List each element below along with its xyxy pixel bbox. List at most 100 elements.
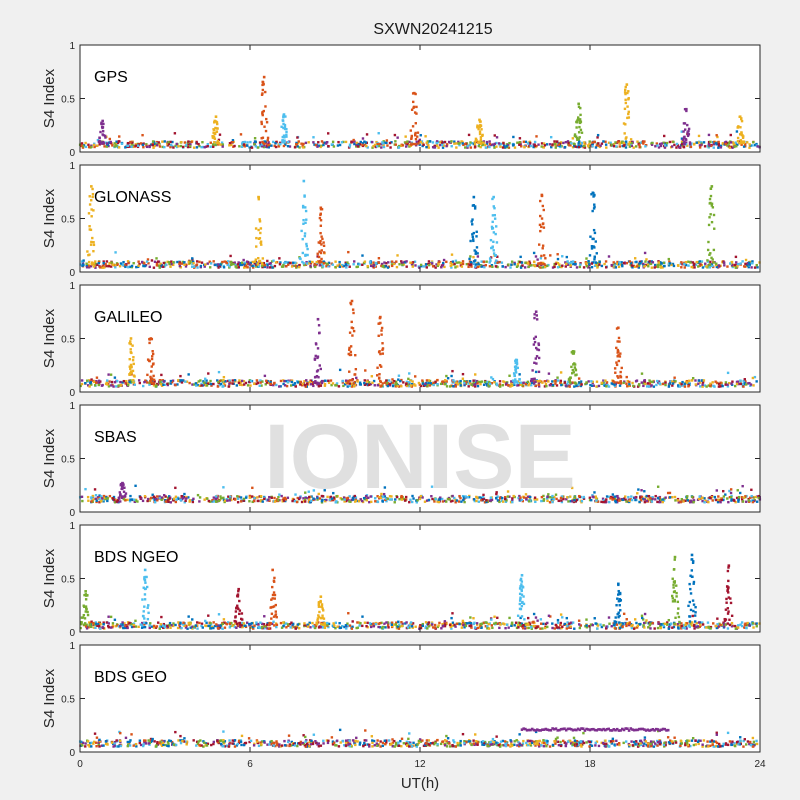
- scatter-point: [728, 495, 732, 499]
- scatter-point: [748, 263, 752, 266]
- scatter-point: [304, 385, 307, 388]
- scatter-point: [153, 500, 157, 504]
- scatter-point: [728, 489, 731, 493]
- scatter-point: [302, 222, 305, 225]
- scatter-point: [241, 383, 244, 387]
- scatter-point: [567, 141, 570, 145]
- scatter-point: [656, 500, 659, 504]
- scatter-point: [667, 618, 671, 622]
- scatter-point: [411, 494, 414, 498]
- scatter-point: [345, 627, 348, 630]
- scatter-point: [463, 381, 466, 385]
- scatter-point: [152, 362, 155, 365]
- scatter-point: [183, 501, 186, 504]
- scatter-point: [293, 382, 296, 385]
- scatter-point: [154, 626, 158, 629]
- scatter-point: [494, 232, 497, 236]
- scatter-point: [317, 621, 320, 624]
- scatter-point: [686, 134, 690, 138]
- scatter-point: [80, 495, 84, 498]
- scatter-point: [350, 498, 353, 502]
- scatter-point: [513, 380, 516, 383]
- scatter-point: [749, 383, 753, 386]
- scatter-point: [353, 373, 357, 376]
- scatter-point: [508, 374, 511, 377]
- scatter-point: [431, 262, 434, 265]
- scatter-point: [208, 260, 211, 263]
- scatter-point: [719, 381, 722, 384]
- scatter-point: [327, 264, 330, 268]
- scatter-point: [148, 265, 151, 269]
- scatter-point: [381, 347, 385, 350]
- scatter-point: [113, 376, 117, 379]
- scatter-point: [289, 384, 293, 387]
- scatter-point: [246, 384, 250, 387]
- scatter-point: [473, 385, 477, 388]
- scatter-point: [464, 382, 468, 385]
- scatter-point: [740, 143, 743, 146]
- scatter-point: [415, 499, 418, 502]
- scatter-point: [677, 501, 681, 504]
- scatter-point: [566, 263, 569, 266]
- scatter-point: [212, 136, 216, 139]
- scatter-point: [401, 144, 405, 147]
- scatter-point: [236, 501, 240, 504]
- scatter-point: [539, 214, 542, 218]
- scatter-point: [686, 379, 689, 383]
- scatter-point: [152, 495, 156, 498]
- scatter-point: [542, 146, 546, 149]
- scatter-point: [172, 499, 175, 502]
- scatter-point: [261, 113, 264, 117]
- scatter-point: [625, 142, 628, 146]
- scatter-point: [470, 626, 473, 629]
- scatter-point: [255, 379, 259, 382]
- scatter-point: [653, 266, 656, 269]
- scatter-point: [152, 382, 156, 385]
- scatter-point: [211, 134, 214, 138]
- scatter-point: [248, 146, 251, 149]
- scatter-point: [693, 266, 696, 269]
- scatter-point: [431, 626, 435, 629]
- scatter-point: [305, 245, 308, 248]
- scatter-point: [609, 497, 612, 500]
- scatter-point: [462, 496, 466, 499]
- scatter-point: [624, 98, 627, 102]
- scatter-point: [596, 264, 599, 268]
- scatter-point: [262, 75, 266, 79]
- scatter-point: [721, 142, 725, 145]
- scatter-point: [585, 257, 588, 260]
- scatter-point: [542, 494, 545, 498]
- scatter-point: [657, 146, 661, 149]
- scatter-point: [331, 498, 335, 502]
- scatter-point: [534, 500, 537, 504]
- scatter-point: [630, 495, 633, 498]
- scatter-point: [261, 265, 264, 269]
- scatter-point: [352, 311, 355, 315]
- scatter-point: [527, 262, 530, 265]
- scatter-point: [246, 262, 250, 266]
- scatter-point: [697, 379, 701, 382]
- scatter-point: [262, 623, 266, 626]
- scatter-point: [493, 217, 497, 220]
- scatter-point: [175, 145, 179, 149]
- scatter-point: [495, 225, 498, 228]
- scatter-point: [715, 626, 719, 630]
- scatter-point: [318, 264, 321, 267]
- scatter-point: [691, 495, 694, 499]
- scatter-point: [712, 146, 715, 149]
- scatter-point: [681, 138, 685, 141]
- scatter-point: [130, 498, 134, 501]
- scatter-point: [331, 263, 334, 266]
- scatter-point: [228, 142, 232, 145]
- scatter-point: [322, 241, 325, 244]
- scatter-point: [117, 146, 121, 149]
- scatter-point: [86, 250, 89, 253]
- scatter-point: [150, 365, 153, 368]
- scatter-point: [280, 265, 284, 268]
- scatter-point: [598, 263, 601, 266]
- scatter-point: [127, 265, 130, 269]
- scatter-point: [753, 375, 757, 379]
- scatter-point: [255, 245, 258, 248]
- scatter-point: [131, 145, 135, 149]
- scatter-point: [202, 380, 205, 383]
